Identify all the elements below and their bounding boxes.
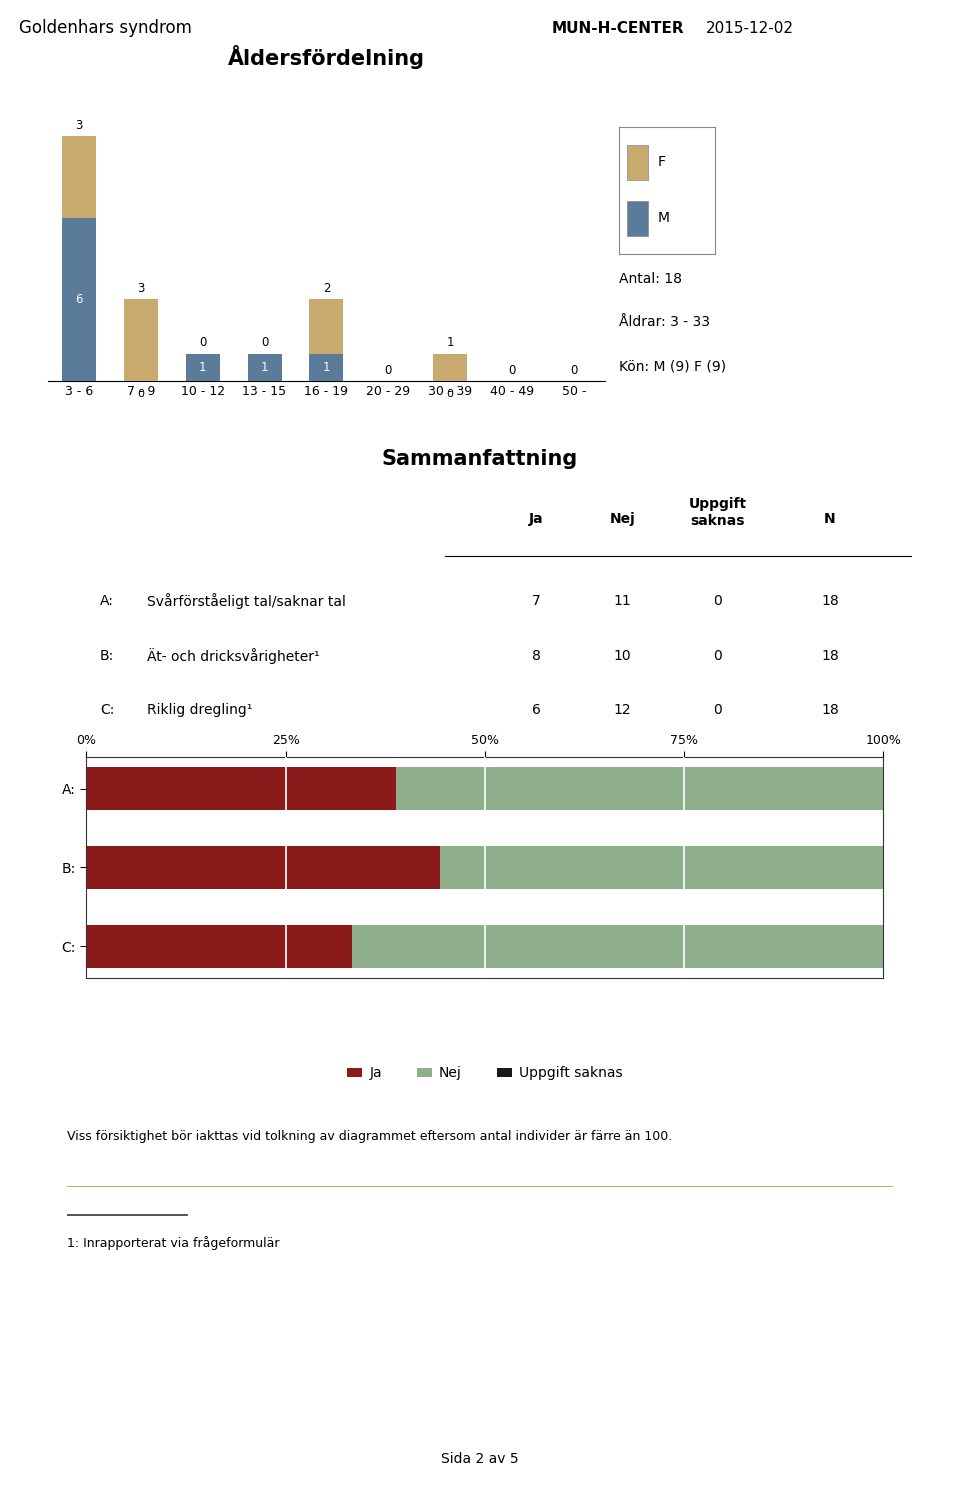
Text: F: F: [658, 155, 665, 169]
Title: Åldersfördelning: Åldersfördelning: [228, 45, 425, 70]
Text: 6: 6: [75, 293, 83, 306]
Text: MUN-H-CENTER: MUN-H-CENTER: [552, 21, 684, 36]
Bar: [61, 136, 96, 218]
Text: Sida 2 av 5: Sida 2 av 5: [442, 1453, 518, 1466]
Text: 1: 1: [323, 361, 330, 373]
Text: 6: 6: [532, 703, 540, 717]
Text: A:: A:: [100, 594, 113, 608]
Bar: [309, 299, 344, 354]
Text: 18: 18: [821, 594, 839, 608]
Text: saknas: saknas: [690, 515, 745, 529]
Bar: [185, 354, 220, 381]
Text: Kön: M (9) F (9): Kön: M (9) F (9): [619, 360, 727, 373]
Text: Åldrar: 3 - 33: Åldrar: 3 - 33: [619, 315, 710, 328]
Bar: [61, 218, 96, 381]
Text: N: N: [824, 512, 836, 526]
Text: 11: 11: [613, 594, 632, 608]
Text: 2: 2: [323, 282, 330, 296]
Text: 0: 0: [713, 594, 722, 608]
Text: M: M: [658, 212, 670, 225]
Text: 0: 0: [261, 336, 268, 349]
Text: Antal: 18: Antal: 18: [619, 272, 683, 285]
Bar: [86, 767, 396, 811]
Text: 1: 1: [199, 361, 206, 373]
Bar: [352, 924, 883, 967]
Text: Svårförståeligt tal/saknar tal: Svårförståeligt tal/saknar tal: [148, 593, 347, 609]
Text: C:: C:: [100, 703, 114, 717]
Text: 0: 0: [508, 364, 516, 376]
Legend: Ja, Nej, Uppgift saknas: Ja, Nej, Uppgift saknas: [342, 1060, 628, 1085]
Text: 10: 10: [613, 649, 632, 663]
Bar: [86, 924, 352, 967]
Text: Nej: Nej: [610, 512, 636, 526]
Text: mun-h: mun-h: [912, 31, 951, 42]
Text: 0: 0: [385, 364, 392, 376]
Text: Goldenhars syndrom: Goldenhars syndrom: [19, 19, 192, 37]
Bar: [627, 145, 648, 181]
Text: 12: 12: [613, 703, 632, 717]
Text: 0: 0: [713, 649, 722, 663]
Bar: [124, 299, 157, 381]
Bar: [309, 354, 344, 381]
Text: 2015-12-02: 2015-12-02: [706, 21, 794, 36]
Text: Uppgift: Uppgift: [688, 497, 747, 511]
Text: 7: 7: [532, 594, 540, 608]
Text: 1: 1: [446, 336, 454, 349]
Bar: [396, 767, 883, 811]
Text: Ät- och dricksvårigheter¹: Ät- och dricksvårigheter¹: [148, 648, 320, 664]
Bar: [433, 354, 468, 381]
Bar: [248, 354, 281, 381]
Text: 0: 0: [713, 703, 722, 717]
Text: 0: 0: [570, 364, 578, 376]
Bar: [86, 845, 441, 890]
Bar: [441, 845, 883, 890]
Text: 0: 0: [199, 336, 206, 349]
Text: 3: 3: [75, 119, 83, 133]
Text: 0: 0: [446, 388, 454, 399]
Text: 3: 3: [137, 282, 145, 296]
Text: 0: 0: [137, 388, 144, 399]
Text: 8: 8: [532, 649, 540, 663]
Text: Viss försiktighet bör iakttas vid tolkning av diagrammet eftersom antal individe: Viss försiktighet bör iakttas vid tolkni…: [67, 1130, 672, 1142]
Text: 1: Inrapporterat via frågeformulär: 1: Inrapporterat via frågeformulär: [67, 1236, 279, 1250]
Text: Sammanfattning: Sammanfattning: [382, 449, 578, 469]
Text: 18: 18: [821, 649, 839, 663]
Text: B:: B:: [100, 649, 114, 663]
Text: Ja: Ja: [529, 512, 543, 526]
Text: 18: 18: [821, 703, 839, 717]
Text: Riklig dregling¹: Riklig dregling¹: [148, 703, 252, 717]
Bar: [627, 200, 648, 236]
Text: 1: 1: [261, 361, 268, 373]
